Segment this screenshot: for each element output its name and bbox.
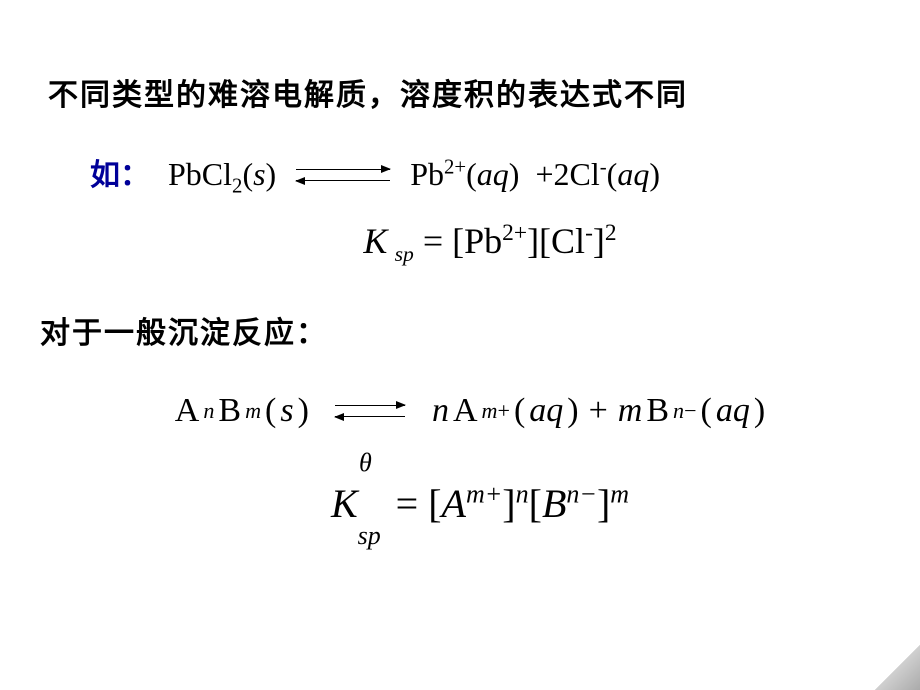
reaction-pbcl2: PbCl2(s) Pb2+(aq) +2Cl-(aq) xyxy=(168,156,660,193)
main-heading: 不同类型的难溶电解质，溶度积的表达式不同 xyxy=(40,70,880,114)
example-reaction: 如： PbCl2(s) Pb2+(aq) +2Cl-(aq) xyxy=(40,150,880,194)
ksp-general-expression: Kθsp = [Am+]n[Bn−]m xyxy=(40,480,880,527)
products: Pb2+(aq) +2Cl-(aq) xyxy=(410,156,660,193)
general-reaction-equation: AnBm (s) nAm+(aq) + mBn−(aq) xyxy=(40,392,880,430)
ksp-pbcl2-expression: K sp = [Pb2+][Cl-]2 xyxy=(40,220,880,262)
reactant: PbCl2(s) xyxy=(168,156,276,193)
sub-heading: 对于一般沉淀反应： xyxy=(40,308,880,352)
equilibrium-arrow-icon xyxy=(335,402,405,420)
page-curl-icon xyxy=(875,645,920,690)
equilibrium-arrow-icon xyxy=(296,166,390,184)
example-label: 如： xyxy=(90,150,150,194)
slide-content: 不同类型的难溶电解质，溶度积的表达式不同 如： PbCl2(s) Pb2+(aq… xyxy=(0,0,920,690)
